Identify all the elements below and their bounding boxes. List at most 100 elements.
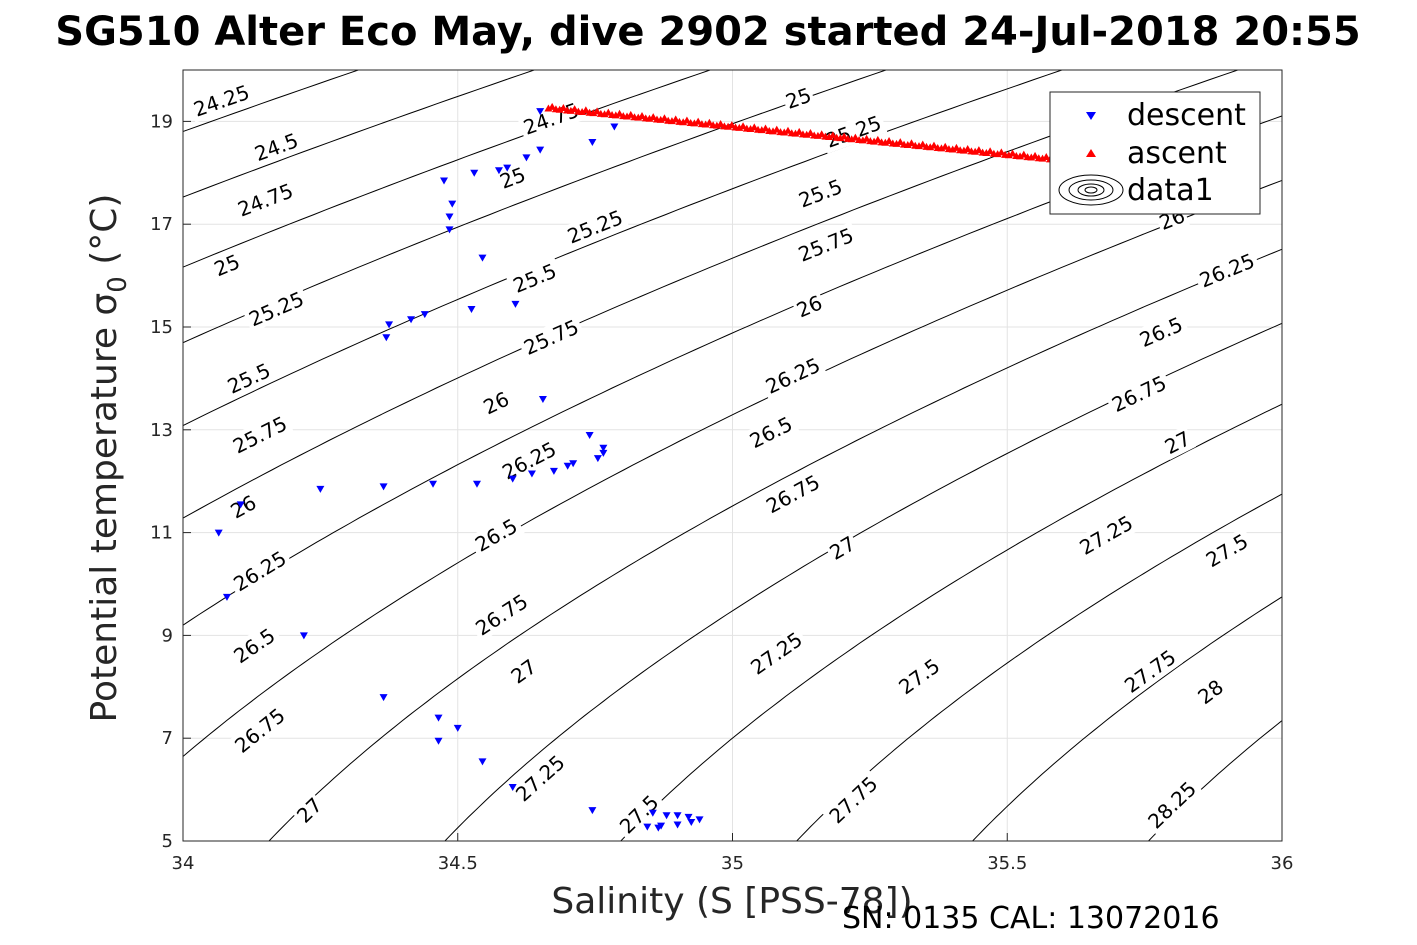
ascent-point: [570, 105, 579, 113]
descent-point: [467, 306, 476, 314]
isopycnal-contour: [796, 493, 1282, 841]
ascent-point: [873, 135, 882, 143]
legend: descent ascent data1: [1049, 91, 1261, 215]
contour-label-bg: [231, 177, 300, 223]
contour-label-bg: [742, 410, 800, 455]
descent-point: [420, 311, 429, 319]
isopycnal-contour: [620, 403, 1282, 841]
contour-label-bg: [517, 96, 586, 141]
contour-label-bg: [247, 126, 305, 168]
ascent-point: [929, 141, 938, 149]
contour-label-bg: [1140, 774, 1204, 836]
ascent-point: [682, 116, 691, 124]
contour-label-bg: [227, 701, 293, 760]
descent-point: [379, 694, 388, 702]
contour-label-bg: [467, 511, 525, 559]
contour-label-bg: [791, 221, 860, 268]
contour-label-bg: [759, 468, 827, 520]
contour-label-bg: [187, 78, 256, 123]
contour-label-bg: [1193, 247, 1261, 294]
ascent-point: [548, 102, 557, 110]
descent-point: [673, 821, 682, 829]
ascent-point: [1008, 149, 1017, 157]
contour-label-bg: [242, 285, 311, 333]
descent-point: [511, 300, 520, 308]
descent-point: [445, 226, 454, 234]
contour-label-bg: [1198, 527, 1256, 575]
descent-point: [536, 146, 545, 154]
descent-point: [494, 167, 503, 175]
ascent-point: [694, 117, 703, 125]
contour-label-bg: [791, 289, 828, 324]
y-tick-label: 5: [162, 831, 173, 852]
ascent-point: [952, 143, 961, 151]
contour-label-bg: [494, 161, 531, 195]
descent-point: [527, 470, 536, 478]
isopycnal-contour: [0, 70, 7, 841]
contour-label-bg: [495, 435, 563, 486]
descent-point: [662, 812, 671, 820]
isopycnal-contour: [183, 70, 1063, 427]
contour-label: 25: [209, 248, 245, 282]
isopycnal-contour: [268, 248, 1282, 841]
descent-point: [599, 444, 608, 452]
descent-point: [599, 449, 608, 457]
legend-data1-contour-icon: [1058, 174, 1124, 206]
descent-point: [508, 784, 517, 792]
ascent-point: [615, 109, 624, 117]
descent-point: [316, 485, 325, 493]
ascent-point: [772, 125, 781, 133]
ascent-point: [1019, 150, 1028, 158]
ascent-point: [761, 124, 770, 132]
descent-point: [382, 334, 391, 342]
y-axis-label: Potential temperature σ0 (°C): [84, 194, 133, 723]
descent-point: [538, 395, 547, 403]
descent-point: [434, 714, 443, 722]
contour-label-bg: [226, 544, 294, 598]
descent-point: [299, 632, 308, 640]
isopycnal-contour: [183, 70, 1238, 519]
x-axis-label: Salinity (S [PSS-78]): [551, 881, 912, 922]
x-tick-label: 35: [721, 853, 744, 874]
contour-label-bg: [612, 787, 667, 842]
ascent-point: [997, 148, 1006, 156]
contour-label-bg: [508, 748, 572, 809]
descent-point: [654, 824, 663, 832]
contour-label-bg: [791, 172, 849, 214]
contour-label-bg: [561, 203, 630, 250]
descent-point: [549, 467, 558, 475]
ascent-point: [795, 127, 804, 135]
contour-label-bg: [226, 409, 294, 460]
contour-label-bg: [891, 651, 948, 702]
descent-point: [536, 108, 545, 116]
contour-label-bg: [1105, 369, 1173, 419]
y-axis-label-unit: (°C): [84, 194, 125, 277]
ascent-point: [817, 130, 826, 138]
descent-point: [687, 818, 696, 826]
ascent-point: [986, 147, 995, 155]
ascent-point: [626, 110, 635, 118]
descent-point: [648, 809, 657, 817]
descent-point: [593, 455, 602, 463]
y-tick-label: 17: [150, 214, 173, 235]
ascent-point: [727, 121, 736, 129]
ascent-point: [806, 129, 815, 137]
y-tick-label: 7: [162, 728, 173, 749]
ascent-point: [851, 133, 860, 141]
contour-label-bg: [504, 653, 543, 690]
contour-label-bg: [823, 530, 861, 566]
ascent-point: [637, 111, 646, 119]
contour-label-bg: [477, 385, 515, 421]
contour-label-bg: [290, 791, 329, 829]
descent-point: [478, 254, 487, 262]
descent-point: [236, 501, 245, 509]
ascent-point: [750, 123, 759, 131]
descent-point: [588, 138, 597, 146]
descent-point: [563, 462, 572, 470]
contour-label-bg: [224, 489, 262, 525]
contour-label-bg: [1159, 425, 1196, 460]
contour-label: 25: [780, 82, 817, 115]
descent-point: [522, 154, 531, 162]
contour-label-bg: [220, 356, 278, 401]
ascent-point: [840, 132, 849, 140]
